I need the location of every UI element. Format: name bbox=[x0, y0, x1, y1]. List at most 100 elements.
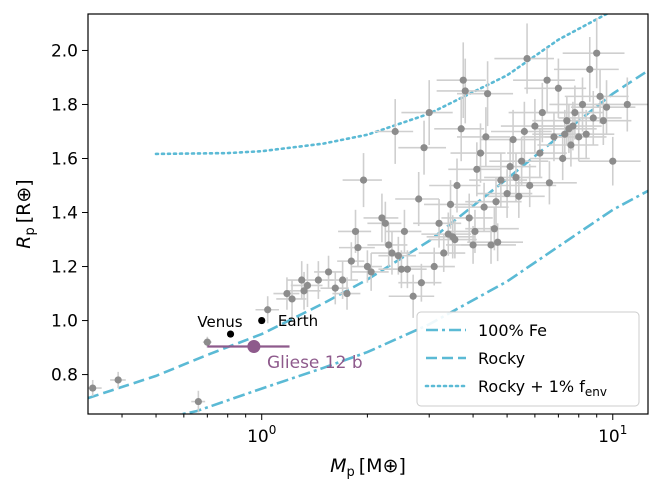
y-tick-label-5: 1.8 bbox=[51, 95, 78, 115]
sample-point-19 bbox=[363, 262, 371, 271]
sample-point-68 bbox=[531, 122, 539, 130]
sample-point-81 bbox=[571, 108, 579, 117]
sample-point-11 bbox=[324, 268, 333, 276]
sample-point-0 bbox=[89, 384, 97, 392]
sample-point-80 bbox=[569, 122, 577, 130]
sample-point-59 bbox=[503, 190, 511, 198]
sample-point-87 bbox=[593, 49, 601, 57]
sample-point-55 bbox=[490, 225, 498, 233]
sample-point-26 bbox=[394, 252, 402, 260]
sample-point-89 bbox=[599, 117, 607, 125]
sample-point-82 bbox=[575, 133, 583, 141]
sample-point-75 bbox=[559, 154, 567, 163]
sample-point-10 bbox=[314, 276, 322, 284]
venus-point bbox=[226, 330, 235, 338]
sample-point-45 bbox=[461, 87, 469, 95]
sample-point-23 bbox=[385, 241, 393, 249]
sample-point-52 bbox=[482, 133, 490, 141]
sample-point-63 bbox=[515, 192, 523, 200]
sample-point-76 bbox=[561, 130, 569, 138]
earth-label: Earth bbox=[278, 312, 318, 330]
sample-point-6 bbox=[288, 295, 296, 303]
sample-point-35 bbox=[430, 262, 438, 271]
sample-point-72 bbox=[545, 179, 554, 187]
sample-point-70 bbox=[538, 108, 546, 117]
sample-point-7 bbox=[298, 276, 306, 284]
sample-point-79 bbox=[567, 141, 575, 149]
highlight-planet bbox=[207, 339, 290, 353]
sample-point-22 bbox=[381, 219, 389, 227]
sample-point-29 bbox=[403, 265, 411, 273]
sample-point-67 bbox=[526, 181, 534, 190]
sample-point-37 bbox=[440, 249, 448, 257]
sample-point-47 bbox=[469, 241, 477, 249]
sample-point-57 bbox=[494, 238, 502, 246]
sample-point-18 bbox=[359, 176, 368, 184]
sample-point-14 bbox=[343, 289, 351, 298]
sample-point-86 bbox=[589, 114, 597, 122]
sample-point-49 bbox=[473, 165, 481, 173]
sample-point-5 bbox=[283, 289, 291, 298]
sample-point-1 bbox=[114, 376, 122, 384]
sample-point-50 bbox=[476, 149, 485, 157]
sample-point-25 bbox=[391, 127, 399, 136]
sample-point-44 bbox=[459, 76, 467, 84]
y-tick-label-0: 0.8 bbox=[51, 366, 78, 386]
sample-point-31 bbox=[415, 195, 423, 203]
legend: 100% Fe Rocky Rocky + 1% fenv bbox=[416, 311, 640, 407]
sample-point-58 bbox=[497, 176, 505, 184]
sample-point-12 bbox=[331, 284, 339, 292]
sample-point-28 bbox=[400, 227, 409, 236]
sample-points bbox=[89, 49, 631, 406]
solar-system-planets bbox=[226, 316, 266, 338]
sample-point-91 bbox=[609, 157, 617, 165]
sample-point-33 bbox=[420, 144, 428, 152]
y-tick-label-3: 1.4 bbox=[51, 204, 78, 224]
sample-point-13 bbox=[339, 276, 347, 284]
highlight-point bbox=[247, 339, 261, 353]
model-curve-0 bbox=[176, 189, 648, 414]
sample-point-2 bbox=[194, 397, 202, 406]
sample-point-34 bbox=[425, 108, 433, 117]
sample-point-21 bbox=[378, 214, 386, 222]
sample-point-43 bbox=[457, 125, 465, 133]
sample-point-92 bbox=[623, 100, 631, 109]
y-tick-label-2: 1.2 bbox=[51, 258, 78, 278]
sample-point-62 bbox=[512, 173, 520, 182]
sample-point-20 bbox=[367, 268, 375, 276]
sample-point-73 bbox=[550, 133, 558, 141]
sample-point-61 bbox=[509, 135, 517, 144]
earth-point bbox=[258, 316, 266, 325]
sample-point-74 bbox=[554, 84, 562, 92]
sample-point-71 bbox=[543, 76, 551, 84]
venus-label: Venus bbox=[197, 313, 242, 331]
y-tick-label-6: 2.0 bbox=[51, 41, 78, 61]
sample-point-9 bbox=[303, 281, 312, 290]
highlight-label: Gliese 12 b bbox=[267, 353, 363, 373]
legend-label-2: Rocky + 1% fenv bbox=[478, 377, 607, 399]
sample-point-27 bbox=[397, 265, 406, 273]
y-tick-label-1: 1.0 bbox=[51, 312, 78, 332]
sample-point-39 bbox=[446, 200, 455, 209]
model-curve-2 bbox=[154, 14, 608, 156]
sample-point-42 bbox=[453, 181, 461, 190]
sample-point-88 bbox=[596, 92, 604, 100]
x-tick-label-0: 100 bbox=[247, 423, 276, 447]
sample-point-84 bbox=[582, 130, 590, 138]
legend-label-0: 100% Fe bbox=[478, 321, 547, 340]
sample-point-32 bbox=[417, 279, 425, 287]
y-axis-label: Rp[R⊕] bbox=[13, 179, 38, 248]
sample-point-15 bbox=[347, 257, 355, 265]
sample-point-17 bbox=[354, 244, 362, 252]
sample-point-36 bbox=[435, 219, 443, 227]
sample-point-64 bbox=[518, 157, 526, 165]
x-axis-label: Mp [M⊕] bbox=[330, 455, 406, 480]
sample-point-51 bbox=[480, 203, 488, 211]
sample-point-4 bbox=[264, 306, 272, 314]
sample-point-48 bbox=[471, 227, 479, 236]
sample-point-69 bbox=[536, 149, 544, 157]
y-tick-label-4: 1.6 bbox=[51, 149, 78, 169]
sample-point-77 bbox=[563, 117, 571, 125]
sample-point-54 bbox=[487, 241, 495, 249]
